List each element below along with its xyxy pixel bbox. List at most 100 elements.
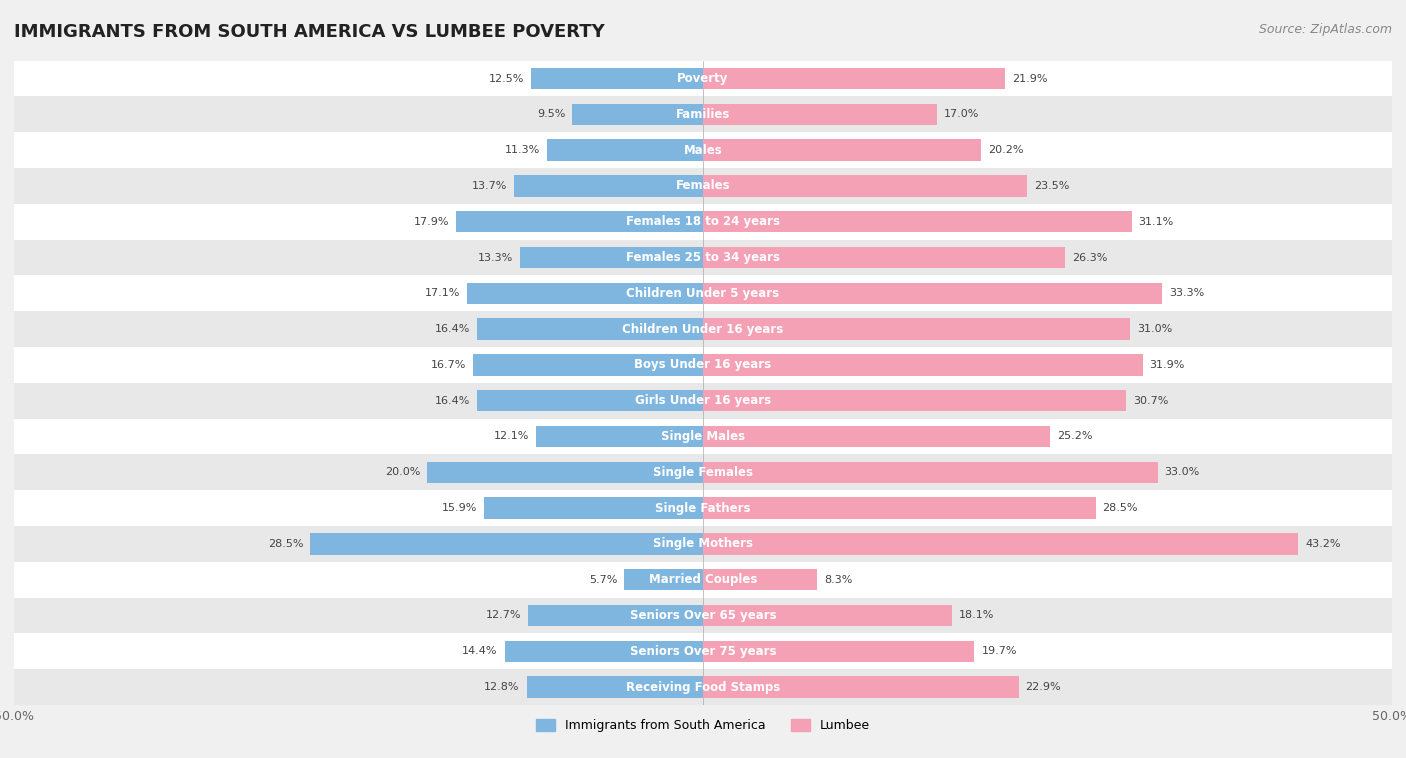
Bar [536,426,703,447]
Text: Children Under 5 years: Children Under 5 years [627,287,779,300]
Text: 31.1%: 31.1% [1139,217,1174,227]
Bar [703,211,1132,233]
Text: Seniors Over 75 years: Seniors Over 75 years [630,645,776,658]
Bar [14,597,1392,634]
Bar [505,641,703,662]
Text: 12.1%: 12.1% [494,431,530,441]
Text: 22.9%: 22.9% [1025,682,1062,692]
Bar [14,490,1392,526]
Bar [520,247,703,268]
Text: Females 25 to 34 years: Females 25 to 34 years [626,251,780,264]
Text: 21.9%: 21.9% [1012,74,1047,83]
Bar [14,383,1392,418]
Text: 17.9%: 17.9% [413,217,450,227]
Bar [531,67,703,89]
Text: 43.2%: 43.2% [1305,539,1341,549]
Text: Males: Males [683,143,723,157]
Text: Married Couples: Married Couples [648,573,758,586]
Text: 25.2%: 25.2% [1057,431,1092,441]
Bar [14,634,1392,669]
Bar [427,462,703,483]
Text: 17.0%: 17.0% [945,109,980,119]
Bar [703,175,1026,196]
Bar [703,497,1095,518]
Text: 16.7%: 16.7% [430,360,465,370]
Bar [14,562,1392,597]
Text: 12.7%: 12.7% [485,610,522,621]
Text: 9.5%: 9.5% [537,109,565,119]
Bar [624,569,703,590]
Bar [14,96,1392,132]
Bar [703,247,1066,268]
Bar [14,347,1392,383]
Text: Females 18 to 24 years: Females 18 to 24 years [626,215,780,228]
Bar [703,390,1126,412]
Bar [703,641,974,662]
Text: 28.5%: 28.5% [1102,503,1137,513]
Text: 17.1%: 17.1% [425,288,461,299]
Text: 12.8%: 12.8% [484,682,520,692]
Text: Poverty: Poverty [678,72,728,85]
Text: 19.7%: 19.7% [981,647,1017,656]
Text: Females: Females [676,180,730,193]
Bar [515,175,703,196]
Bar [14,526,1392,562]
Bar [703,426,1050,447]
Text: Receiving Food Stamps: Receiving Food Stamps [626,681,780,694]
Bar [703,139,981,161]
Text: 13.7%: 13.7% [472,181,508,191]
Text: Single Males: Single Males [661,430,745,443]
Text: 16.4%: 16.4% [434,324,470,334]
Text: 8.3%: 8.3% [824,575,852,584]
Text: 13.3%: 13.3% [478,252,513,262]
Bar [572,104,703,125]
Text: Single Mothers: Single Mothers [652,537,754,550]
Text: 31.9%: 31.9% [1150,360,1185,370]
Text: IMMIGRANTS FROM SOUTH AMERICA VS LUMBEE POVERTY: IMMIGRANTS FROM SOUTH AMERICA VS LUMBEE … [14,23,605,41]
Bar [472,354,703,376]
Bar [467,283,703,304]
Bar [527,676,703,698]
Bar [703,605,952,626]
Bar [311,533,703,555]
Bar [703,676,1018,698]
Bar [547,139,703,161]
Bar [457,211,703,233]
Text: Boys Under 16 years: Boys Under 16 years [634,359,772,371]
Text: 16.4%: 16.4% [434,396,470,406]
Text: 23.5%: 23.5% [1033,181,1069,191]
Bar [484,497,703,518]
Bar [703,533,1298,555]
Bar [703,318,1130,340]
Text: 26.3%: 26.3% [1073,252,1108,262]
Bar [14,61,1392,96]
Legend: Immigrants from South America, Lumbee: Immigrants from South America, Lumbee [531,714,875,738]
Text: 33.3%: 33.3% [1168,288,1204,299]
Text: 28.5%: 28.5% [269,539,304,549]
Text: 30.7%: 30.7% [1133,396,1168,406]
Text: 20.2%: 20.2% [988,145,1024,155]
Text: Girls Under 16 years: Girls Under 16 years [636,394,770,407]
Text: Seniors Over 65 years: Seniors Over 65 years [630,609,776,622]
Text: Single Fathers: Single Fathers [655,502,751,515]
Bar [14,418,1392,454]
Bar [529,605,703,626]
Text: 31.0%: 31.0% [1137,324,1173,334]
Text: Source: ZipAtlas.com: Source: ZipAtlas.com [1258,23,1392,36]
Bar [703,283,1161,304]
Text: 12.5%: 12.5% [488,74,524,83]
Bar [477,318,703,340]
Text: 14.4%: 14.4% [463,647,498,656]
Text: 5.7%: 5.7% [589,575,617,584]
Text: Single Females: Single Females [652,465,754,479]
Bar [14,669,1392,705]
Bar [703,104,938,125]
Bar [703,67,1005,89]
Text: 33.0%: 33.0% [1164,467,1199,478]
Bar [477,390,703,412]
Text: 18.1%: 18.1% [959,610,994,621]
Bar [703,354,1143,376]
Text: Children Under 16 years: Children Under 16 years [623,323,783,336]
Bar [703,569,817,590]
Bar [14,168,1392,204]
